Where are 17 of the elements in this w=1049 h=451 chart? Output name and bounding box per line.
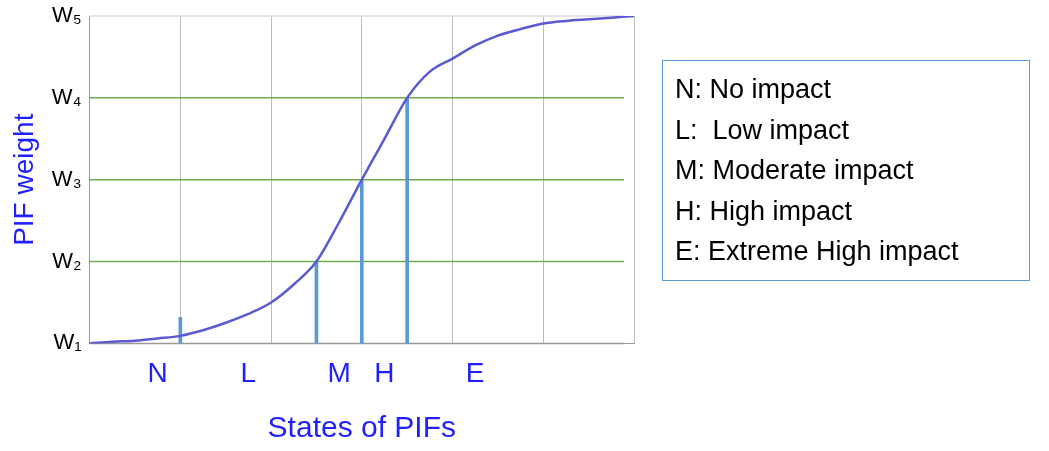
y-axis-title: PIF weight xyxy=(7,113,39,246)
text: N: No impact xyxy=(675,73,833,106)
x-tick-label: N xyxy=(147,356,168,388)
x-tick-label: E xyxy=(465,356,485,388)
ref-line-label: W₅ xyxy=(51,2,82,28)
text: H: High impact xyxy=(675,194,854,228)
x-tick-label: L xyxy=(240,356,257,388)
ref-line-label: W₂ xyxy=(52,247,82,273)
x-axis-title: States of PIFs xyxy=(267,410,457,444)
ref-line-label: W₄ xyxy=(51,83,82,109)
text: M: Moderate impact xyxy=(675,154,915,187)
x-tick-label: M xyxy=(327,356,351,388)
text: L: Low impact xyxy=(675,113,851,147)
x-tick-label: H xyxy=(374,356,395,388)
ref-line-label: W₃ xyxy=(51,165,82,191)
ref-line-label: W₁ xyxy=(53,329,82,355)
text: E: Extreme High impact xyxy=(675,235,960,268)
